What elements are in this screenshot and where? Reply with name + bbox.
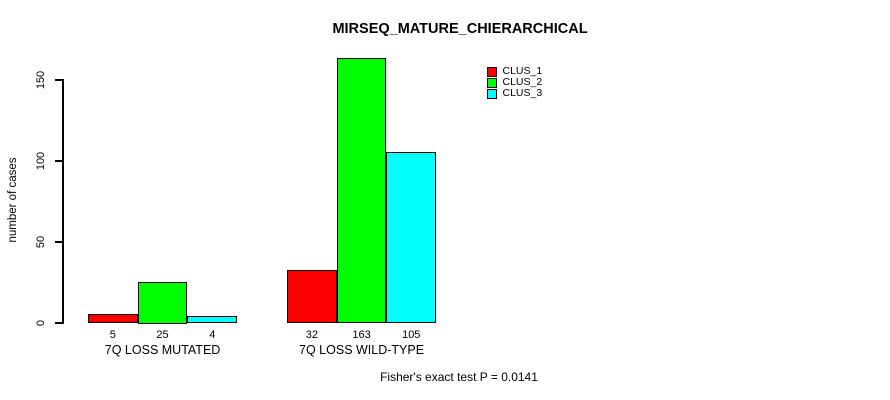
y-axis-line (62, 79, 64, 324)
bar-value-label: 163 (352, 329, 371, 341)
legend-swatch-icon (487, 78, 497, 88)
legend-label: CLUS_2 (502, 76, 543, 88)
bar-clus_1-2 (287, 270, 337, 324)
category-label: 7Q LOSS MUTATED (104, 343, 221, 357)
bar-value-label: 105 (402, 329, 421, 341)
y-axis-tick (55, 160, 62, 162)
legend-label: CLUS_3 (502, 87, 543, 99)
bar-value-label: 25 (156, 329, 169, 341)
y-axis-tick-label: 100 (35, 151, 47, 170)
bar-clus_1-1 (88, 313, 138, 324)
legend-item-clus_2: CLUS_2 (487, 76, 543, 88)
legend-item-clus_3: CLUS_3 (487, 87, 543, 99)
chart-title: MIRSEQ_MATURE_CHIERARCHICAL (332, 21, 588, 37)
y-axis-tick (55, 322, 62, 324)
fisher-test-annotation: Fisher's exact test P = 0.0141 (380, 370, 538, 384)
bar-clus_2-1 (137, 281, 188, 324)
legend-label: CLUS_1 (502, 65, 543, 77)
legend: CLUS_1 CLUS_2 CLUS_3 (487, 65, 543, 99)
legend-swatch-icon (487, 89, 497, 99)
y-axis-tick (55, 241, 62, 243)
bar-clus_3-2 (386, 151, 437, 324)
y-axis-tick-label: 50 (35, 235, 47, 248)
bar-clus_2-2 (336, 57, 387, 324)
y-axis-tick-label: 150 (35, 70, 47, 89)
bar-value-label: 32 (305, 329, 318, 341)
legend-swatch-icon (487, 67, 497, 77)
bar-value-label: 4 (209, 329, 216, 341)
y-axis-tick (55, 79, 62, 81)
category-label: 7Q LOSS WILD-TYPE (299, 343, 425, 357)
bar-clus_3-1 (187, 315, 238, 324)
legend-item-clus_1: CLUS_1 (487, 65, 543, 77)
y-axis-tick-label: 0 (35, 319, 47, 326)
bar-value-label: 5 (109, 329, 116, 341)
